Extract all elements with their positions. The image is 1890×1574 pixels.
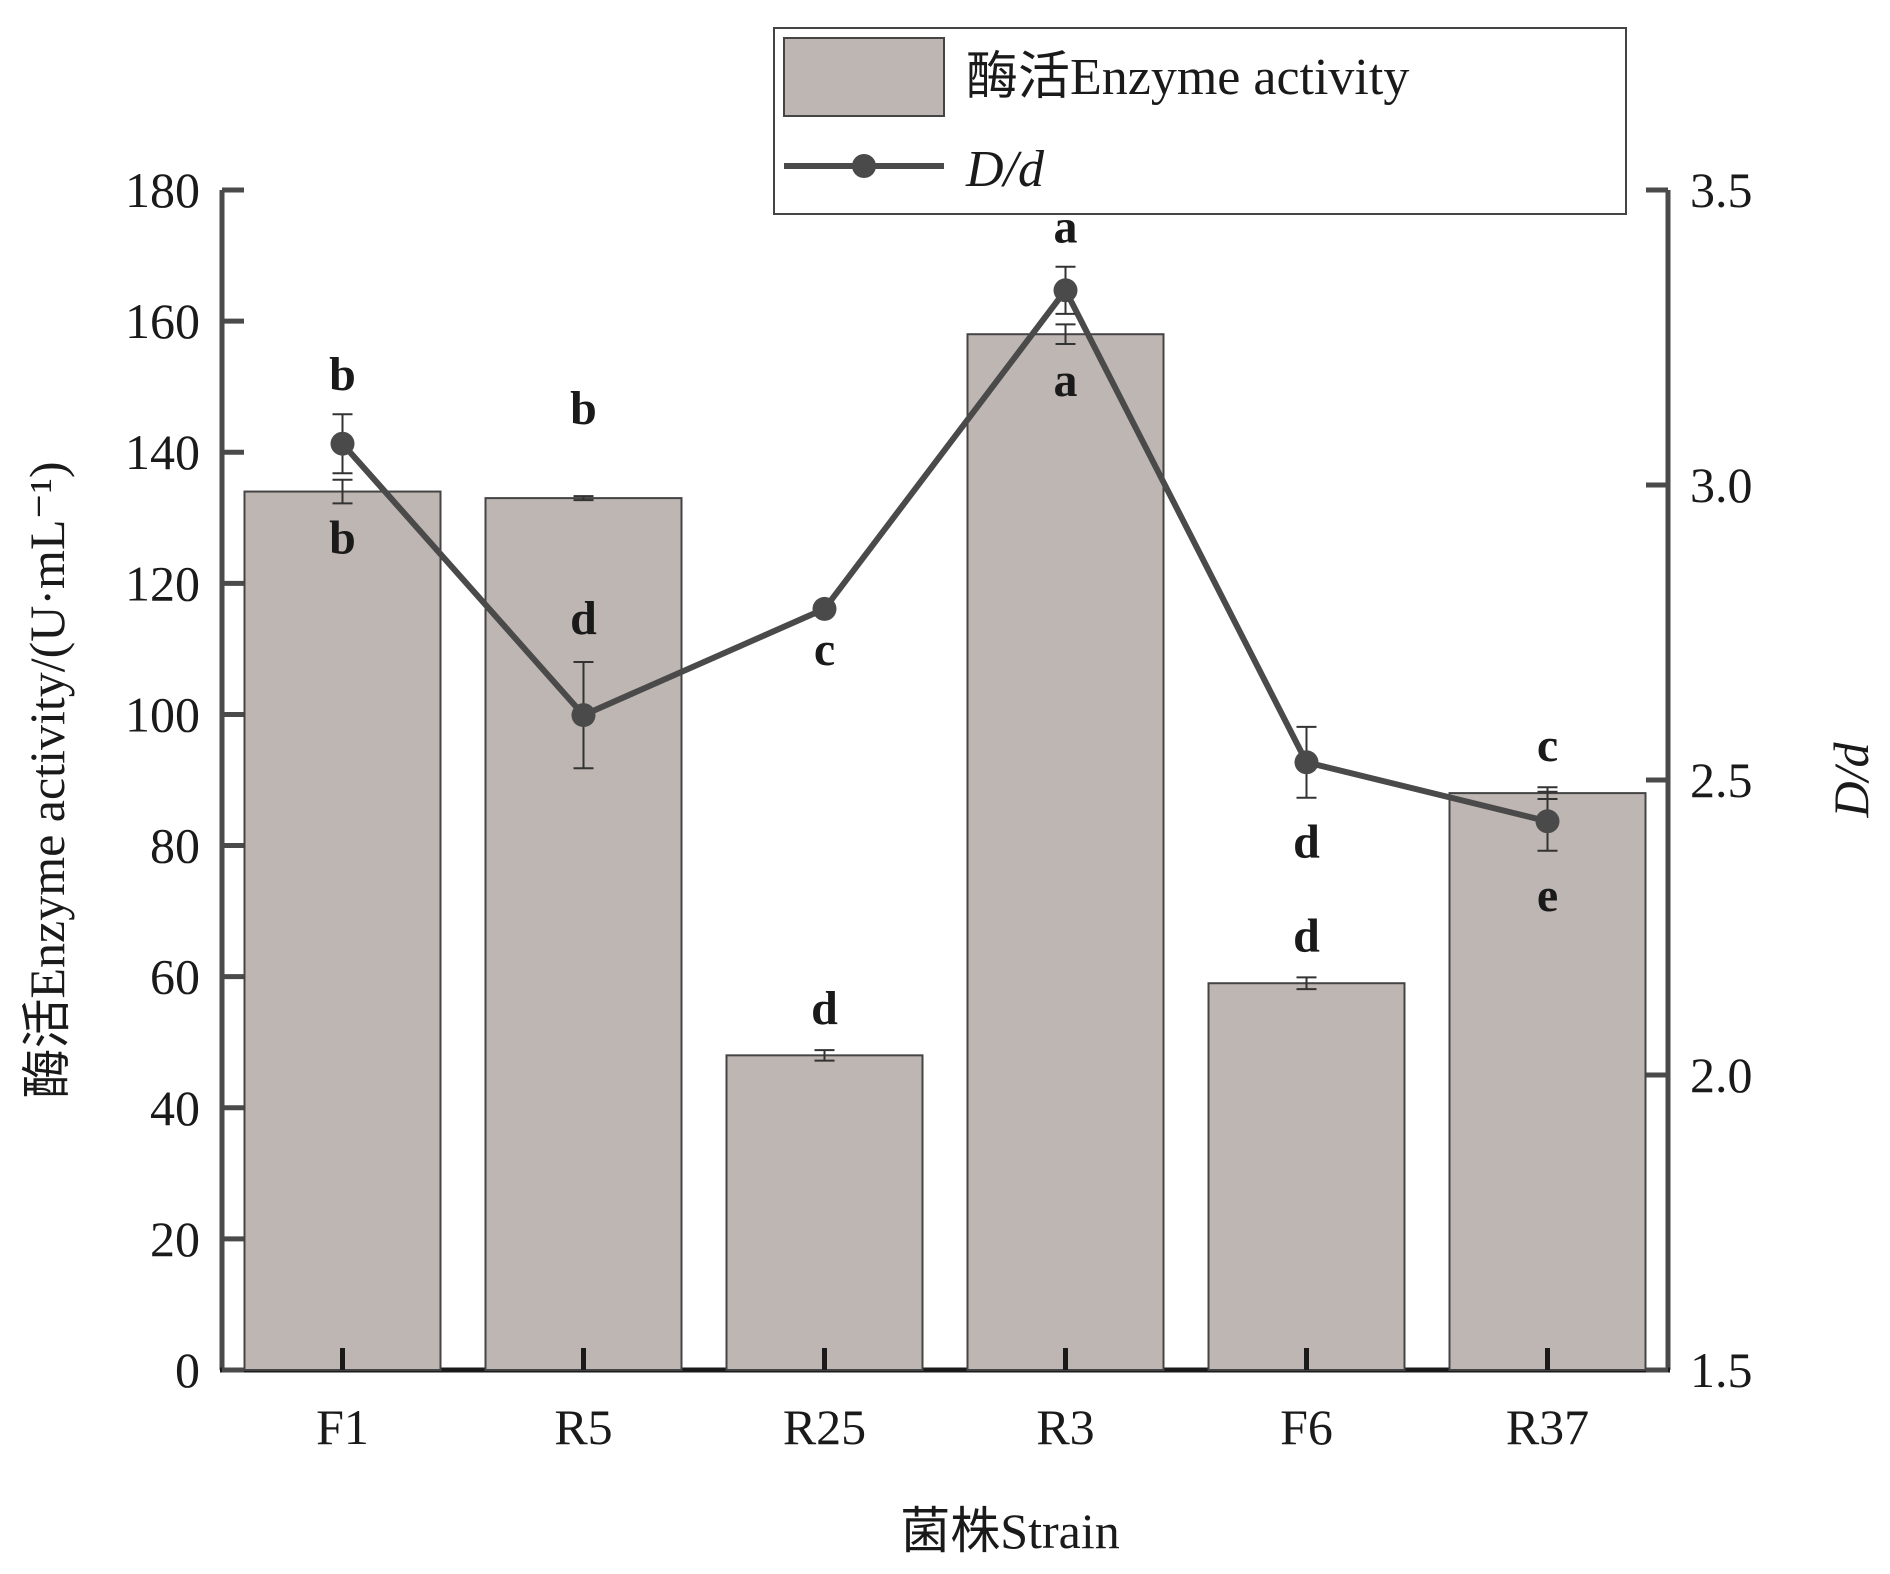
left-tick-label: 100 [125,686,200,742]
right-tick-label: 1.5 [1690,1342,1753,1398]
bar-significance-letter: a [1054,354,1078,407]
line-point [571,703,596,728]
left-tick-label: 60 [150,949,200,1005]
line-significance-letter: d [1293,816,1320,869]
significance-letters: b b d a d c b d c a d e [329,201,1558,1035]
legend: 酶活Enzyme activity D/d [773,27,1627,215]
line-significance-letter: c [814,623,835,676]
line-significance-letter: a [1054,201,1078,254]
category-label: R3 [1036,1399,1094,1455]
legend-bar-label: 酶活Enzyme activity [966,49,1409,106]
line-point [1294,750,1319,775]
category-labels: F1 R5 R25 R3 F6 R37 [316,1399,1589,1455]
left-tick-label: 180 [125,162,200,218]
left-tick-label: 40 [150,1080,200,1136]
legend-line-marker [852,154,876,178]
category-label: R5 [554,1399,612,1455]
line-path [340,284,1549,825]
y-axis-right-label: D/d [1823,742,1879,819]
line-point [330,431,355,456]
line-significance-letter: e [1537,869,1558,922]
bar-significance-letter: d [811,982,838,1035]
left-tick-label: 140 [125,424,200,480]
bar-significance-letter: b [329,512,356,565]
right-tick-label: 3.5 [1690,162,1753,218]
bar [1448,792,1647,1371]
left-tick-label: 120 [125,555,200,611]
y-axis-left-label: 酶活Enzyme activity/(U·mL⁻¹) [19,461,75,1098]
bar [243,490,442,1371]
line-point [1053,278,1078,303]
x-axis-label: 菌株Strain [900,1503,1119,1559]
line-series [330,265,1560,852]
line-significance-letter: d [570,592,597,645]
left-tick-label: 160 [125,293,200,349]
left-axis-ticks: 0 20 40 60 80 100 120 140 160 180 [125,162,244,1398]
line-point [812,596,837,621]
left-tick-label: 20 [150,1211,200,1267]
right-tick-label: 2.5 [1690,752,1753,808]
legend-line-label: D/d [965,141,1045,198]
left-tick-label: 80 [150,818,200,874]
bar-significance-letter: c [1537,719,1558,772]
bar [966,333,1165,1372]
line-point [1535,809,1560,834]
right-tick-label: 2.0 [1690,1047,1753,1103]
right-axis-ticks: 1.5 2.0 2.5 3.0 3.5 [1646,162,1753,1398]
bar [1207,982,1406,1371]
line-significance-letter: b [329,348,356,401]
bar [725,1054,924,1372]
category-label: R37 [1506,1399,1589,1455]
right-tick-label: 3.0 [1690,457,1753,513]
category-label: F6 [1280,1399,1333,1455]
bar-series [243,323,1647,1372]
legend-bar-swatch [783,37,945,117]
left-tick-label: 0 [175,1342,200,1398]
category-label: R25 [783,1399,866,1455]
bar-significance-letter: b [570,382,597,435]
bar-significance-letter: d [1293,909,1320,962]
category-label: F1 [316,1399,369,1455]
